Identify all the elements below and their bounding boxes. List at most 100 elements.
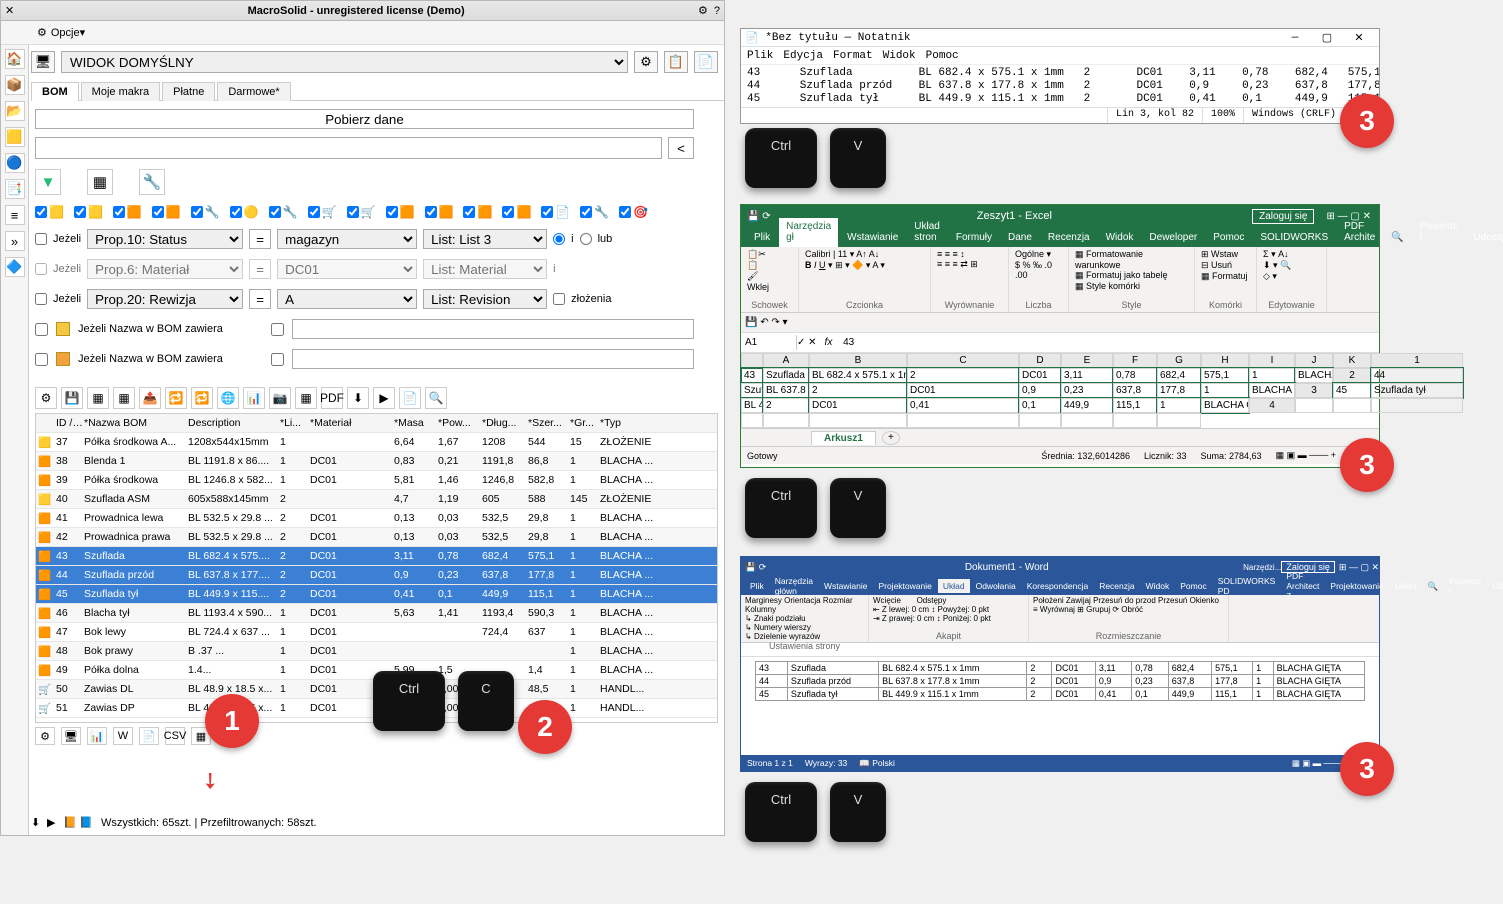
word-page[interactable]: 43SzufladaBL 682.4 x 575.1 x 1mm2DC013,1… xyxy=(755,661,1365,701)
toolbar-button[interactable]: 🔁 xyxy=(191,387,213,409)
cond3-list[interactable]: List: Revision xyxy=(423,289,547,309)
menu-item[interactable]: Pomoc xyxy=(926,50,959,62)
ribbon-tab[interactable]: Udostępnij xyxy=(1467,229,1503,247)
footer-button[interactable]: CSV xyxy=(165,727,185,745)
word-tab[interactable]: Układ xyxy=(938,579,970,593)
table-row[interactable]: 🟧38Blenda 1BL 1191.8 x 86....1DC010,830,… xyxy=(36,452,717,471)
options-label[interactable]: Opcje xyxy=(51,27,80,39)
word-table[interactable]: 43SzufladaBL 682.4 x 575.1 x 1mm2DC013,1… xyxy=(755,661,1365,701)
type-check[interactable]: 🟧 xyxy=(502,205,531,219)
ribbon-tab[interactable]: PDF Archite xyxy=(1337,218,1382,247)
filter-mode-funnel-icon[interactable]: ▼ xyxy=(35,169,61,195)
tab[interactable]: BOM xyxy=(31,82,79,101)
table-row[interactable]: 🟧45Szuflada tyłBL 449.9 x 115....2DC010,… xyxy=(36,585,717,604)
type-check[interactable]: 🟧 xyxy=(113,205,142,219)
ribbon-tab[interactable]: Plik xyxy=(747,229,777,247)
word-tab[interactable]: Wstawianie xyxy=(819,579,872,593)
help-icon[interactable]: ? xyxy=(714,5,720,17)
table-row[interactable]: 🟧42Prowadnica prawaBL 532.5 x 29.8 ...2D… xyxy=(36,528,717,547)
cond1-enable[interactable] xyxy=(35,233,47,245)
sidebar-item[interactable]: 🟨 xyxy=(5,127,25,147)
cond1-list[interactable]: List: List 3 xyxy=(423,229,547,249)
cond1-radio-lub[interactable] xyxy=(580,233,592,245)
table-row[interactable]: 🟧39Półka środkowaBL 1246.8 x 582...1DC01… xyxy=(36,471,717,490)
cond1-prop[interactable]: Prop.10: Status xyxy=(87,229,243,249)
sidebar-item[interactable]: 📑 xyxy=(5,179,25,199)
cond3-enable[interactable] xyxy=(35,293,47,305)
footer-button[interactable]: 🖥 xyxy=(61,727,81,745)
close-icon[interactable]: ✕ xyxy=(5,4,14,17)
minimize-icon[interactable]: — xyxy=(1279,32,1311,44)
footer-button[interactable]: 📄 xyxy=(139,727,159,745)
footer-button[interactable]: ⚙ xyxy=(35,727,55,745)
word-tab[interactable]: PDF Architect 7 xyxy=(1281,569,1324,603)
word-tab[interactable]: Projektowanie xyxy=(1325,579,1388,593)
cond2-val[interactable]: DC01 xyxy=(277,259,417,279)
type-check[interactable]: 🎯 xyxy=(619,205,648,219)
table-row[interactable]: 🟧41Prowadnica lewaBL 532.5 x 29.8 ...2DC… xyxy=(36,509,717,528)
word-tabs[interactable]: PlikNarzędzia głównWstawianieProjektowan… xyxy=(741,577,1379,595)
toolbar-button[interactable]: 📷 xyxy=(269,387,291,409)
cond3-val[interactable]: A xyxy=(277,289,417,309)
filter-clear-button[interactable]: < xyxy=(668,137,694,159)
cond2-list[interactable]: List: Material xyxy=(423,259,547,279)
word-tab[interactable]: Plik xyxy=(745,579,769,593)
name2-input[interactable] xyxy=(292,349,694,369)
ribbon-tab[interactable]: Widok xyxy=(1099,229,1141,247)
name1-check[interactable] xyxy=(35,323,48,336)
toolbar-button[interactable]: 📊 xyxy=(243,387,265,409)
cond1-radio-i[interactable] xyxy=(553,233,565,245)
cond2-enable[interactable] xyxy=(35,263,47,275)
type-check[interactable]: 🟡 xyxy=(230,205,259,219)
name1-input[interactable] xyxy=(292,319,694,339)
sheet-tab[interactable]: Arkusz1 xyxy=(811,431,876,445)
type-check[interactable]: 🛒 xyxy=(308,205,337,219)
ribbon-tab[interactable]: Formuły xyxy=(949,229,999,247)
type-check[interactable]: 🔧 xyxy=(580,205,609,219)
ribbon-tab[interactable]: Recenzja xyxy=(1041,229,1097,247)
autosave-icon[interactable]: 💾 ⟳ xyxy=(741,211,777,222)
view-select[interactable]: WIDOK DOMYŚLNY xyxy=(61,51,628,73)
gear-icon[interactable]: ⚙ xyxy=(37,26,47,39)
cond3-zlozenia-check[interactable] xyxy=(553,293,565,305)
table-row[interactable]: 🟧47Bok lewyBL 724.4 x 637 ...1DC01724,46… xyxy=(36,623,717,642)
toolbar-button[interactable]: ▶ xyxy=(373,387,395,409)
type-check[interactable]: 🛒 xyxy=(347,205,376,219)
add-sheet-button[interactable]: + xyxy=(882,431,900,445)
table-row[interactable]: 🟧48Bok prawyB .37 ...1DC011BLACHA ... xyxy=(36,642,717,661)
table-row[interactable]: 🟧46Blacha tyłBL 1193.4 x 590...1DC015,63… xyxy=(36,604,717,623)
table-row[interactable]: 🟧43SzufladaBL 682.4 x 575....2DC013,110,… xyxy=(36,547,717,566)
table-row[interactable]: 🟨40Szuflada ASM605x588x145mm24,71,196055… xyxy=(36,490,717,509)
cond2-eq[interactable] xyxy=(249,259,271,279)
filter-mode-grid-icon[interactable]: ▦ xyxy=(87,169,113,195)
cond2-prop[interactable]: Prop.6: Materiał xyxy=(87,259,243,279)
ribbon-tab[interactable]: SOLIDWORKS xyxy=(1253,229,1335,247)
sidebar-item[interactable]: 📦 xyxy=(5,75,25,95)
cond1-val[interactable]: magazyn xyxy=(277,229,417,249)
toolbar-button[interactable]: ▦ xyxy=(113,387,135,409)
tab[interactable]: Płatne xyxy=(162,82,215,101)
table-row[interactable]: 🟨37Półka środkowa A...1208x544x15mm16,64… xyxy=(36,433,717,452)
sidebar-item[interactable]: » xyxy=(5,231,25,251)
tab[interactable]: Darmowe* xyxy=(217,82,290,101)
dropdown-icon[interactable]: ▾ xyxy=(80,26,86,39)
filter-input[interactable] xyxy=(35,137,662,159)
ribbon-tab[interactable]: Pomoc xyxy=(1206,229,1251,247)
paste-button[interactable]: Wklej xyxy=(747,282,792,292)
menu-item[interactable]: Format xyxy=(833,50,873,62)
gear-icon[interactable]: ⚙ xyxy=(634,51,658,73)
notepad-menu[interactable]: PlikEdycjaFormatWidokPomoc xyxy=(741,47,1379,65)
toolbar-button[interactable]: ⚙ xyxy=(35,387,57,409)
ribbon-tab[interactable]: 🔍 xyxy=(1384,229,1410,247)
toolbar-button[interactable]: PDF xyxy=(321,387,343,409)
menu-item[interactable]: Plik xyxy=(747,50,773,62)
word-tab[interactable]: Udostępnij xyxy=(1487,579,1503,593)
ribbon-tab[interactable]: Deweloper xyxy=(1142,229,1204,247)
type-check[interactable]: 🔧 xyxy=(191,205,220,219)
toolbar-button[interactable]: 💾 xyxy=(61,387,83,409)
excel-qat[interactable]: 💾 ↶ ↷ ▾ xyxy=(741,313,1379,333)
type-check[interactable]: 🟧 xyxy=(463,205,492,219)
notepad-textarea[interactable]: 43 Szuflada BL 682.4 x 575.1 x 1mm 2 DC0… xyxy=(741,65,1379,108)
excel-login[interactable]: Zaloguj się xyxy=(1252,209,1314,224)
menu-item[interactable]: Widok xyxy=(883,50,916,62)
